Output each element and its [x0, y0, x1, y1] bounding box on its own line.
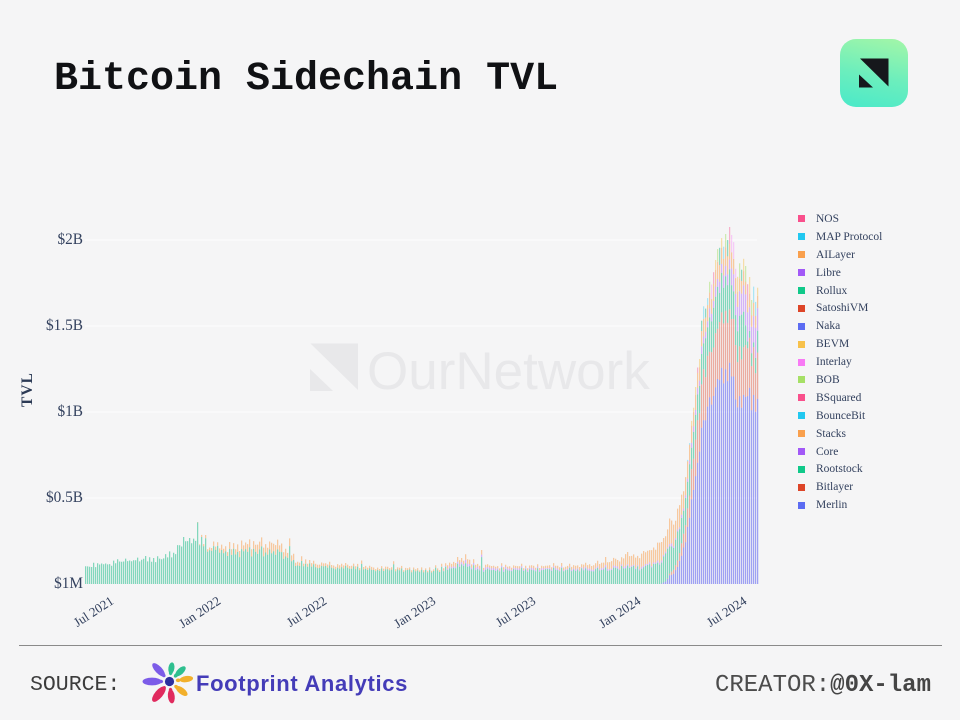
svg-text:OurNetwork: OurNetwork	[367, 342, 650, 401]
